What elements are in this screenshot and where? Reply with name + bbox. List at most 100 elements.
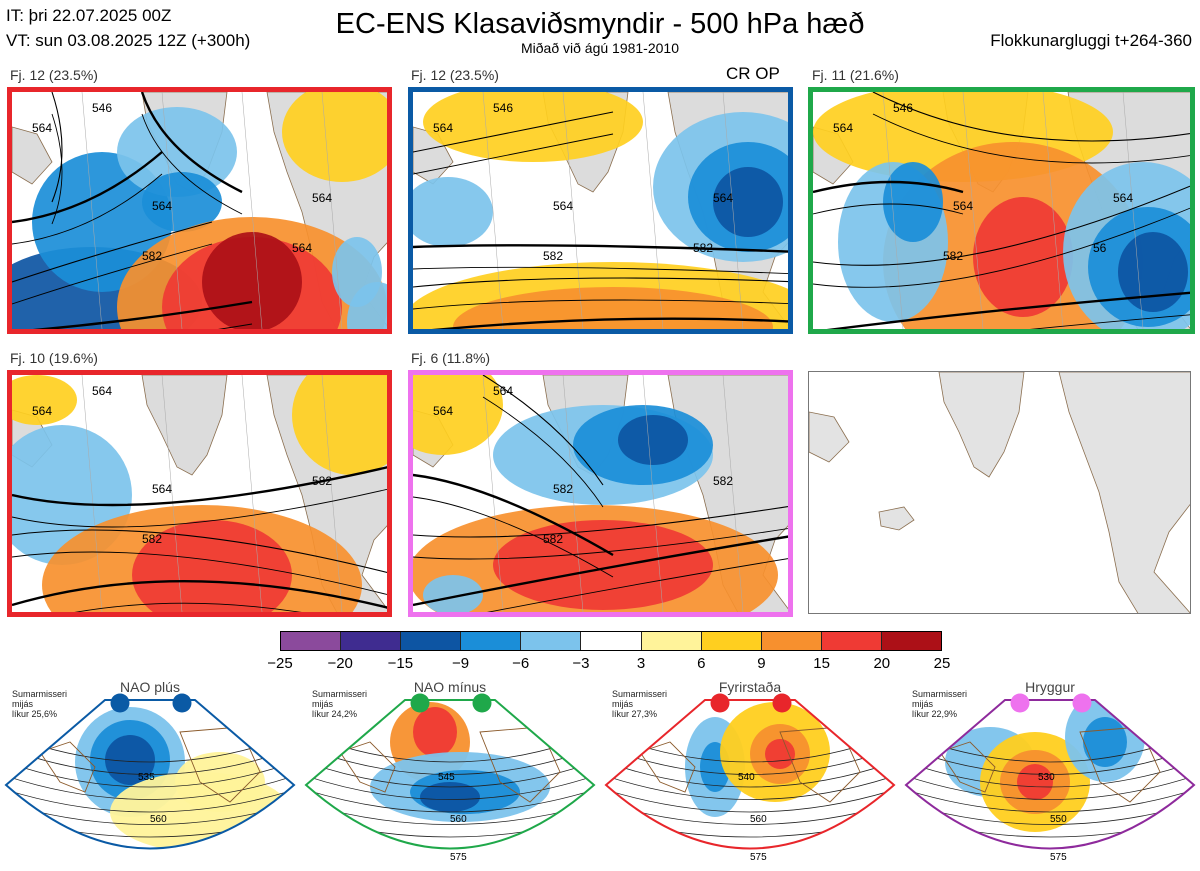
regime-title: Fyrirstaða: [718, 679, 782, 695]
contour-label: 582: [543, 249, 563, 263]
colorbar-tick-label: −25: [267, 655, 293, 672]
anomaly-blob: [423, 92, 643, 162]
graticule-line: [722, 375, 744, 612]
height-contour: [218, 323, 253, 329]
colorbar-tick-label: −20: [327, 655, 353, 672]
colorbar-tick-label: −9: [451, 655, 470, 672]
height-contour: [413, 505, 788, 538]
graticule-line: [241, 92, 263, 329]
cluster-map-panel[interactable]: 564 564 582 582 582: [408, 370, 793, 617]
regime-contour-label: 540: [738, 772, 755, 783]
contour-label: 582: [713, 474, 733, 488]
regime-note: Sumarmisseri mijás líkur 25,6%: [12, 689, 68, 719]
regime-blocking: 540 560 575 Fyrirstaða Sumarmisseri mijás lí…: [600, 672, 900, 871]
graticule-line: [161, 375, 183, 612]
regime-contour: [906, 787, 1194, 813]
anomaly-blob: [202, 232, 302, 329]
height-contour: [872, 113, 1190, 164]
regime-contour: [906, 759, 1194, 788]
contour-label: 582: [543, 532, 563, 546]
anomaly-blob: [332, 237, 382, 307]
anomaly-blob: [493, 520, 713, 610]
land-mass: [141, 375, 228, 476]
contour-label: 546: [493, 101, 513, 115]
height-contour: [12, 551, 387, 595]
height-contour: [413, 528, 788, 560]
regime-note: Sumarmisseri mijás líkur 24,2%: [312, 689, 368, 719]
height-contour: [826, 291, 1190, 329]
cluster-map-panel[interactable]: 564 546 564 564 582 56: [808, 87, 1195, 334]
regime-anomaly: [1083, 717, 1127, 767]
colorbar-swatch: [281, 632, 342, 650]
contour-label: 564: [92, 384, 112, 398]
colorbar-tick-label: −6: [512, 655, 530, 672]
contour-label: 564: [152, 482, 172, 496]
regime-contour: [306, 759, 594, 788]
regime-fan-map: 540 560 575: [604, 693, 896, 863]
valid-time: VT: sun 03.08.2025 12Z (+300h): [6, 31, 251, 50]
regime-fan-map: 530 550 575: [904, 693, 1196, 863]
regime-contour-label: 545: [438, 772, 455, 783]
regime-marker-dot: [1010, 693, 1030, 713]
height-contour: [413, 266, 788, 275]
regime-marker-dot: [472, 693, 492, 713]
regime-contour: [606, 787, 894, 813]
panel-4-label: Fj. 10 (19.6%): [10, 350, 98, 366]
cluster-map-panel[interactable]: 564 546 564 564 582 582: [408, 87, 793, 334]
regime-frame: [4, 699, 296, 850]
height-contour: [482, 375, 604, 486]
regime-contour-label: 560: [450, 814, 467, 825]
cluster-map-panel[interactable]: 564 546 564 564 582 564: [7, 87, 392, 334]
contour-label: 564: [713, 191, 733, 205]
regime-marker-dot: [172, 693, 192, 713]
contour-label: 582: [553, 482, 573, 496]
empty-map-land: [809, 372, 1190, 613]
colorbar-swatch: [341, 632, 402, 650]
colorbar-swatch: [701, 632, 762, 650]
regime-contour-label: 550: [1050, 814, 1067, 825]
regime-title: NAO mínus: [413, 679, 487, 695]
panel-2-label: Fj. 12 (23.5%): [411, 67, 499, 83]
graticule-line: [161, 92, 183, 329]
regime-contour: [906, 773, 1194, 800]
regime-contour-label: 560: [150, 814, 167, 825]
cluster-map-panel[interactable]: 564 564 564 582 582: [7, 370, 392, 617]
regime-contour-label: 575: [1050, 852, 1067, 863]
regime-note: Sumarmisseri mijás líkur 27,3%: [612, 689, 668, 719]
regime-contour-label: 530: [1038, 772, 1055, 783]
height-contour: [813, 180, 964, 194]
height-contour: [12, 466, 387, 507]
panel-5-label: Fj. 6 (11.8%): [411, 350, 491, 366]
land-mass: [12, 126, 53, 185]
height-contour: [413, 496, 614, 578]
page-subtitle: Miðað við ágú 1981-2010: [520, 40, 679, 56]
height-contour: [413, 299, 788, 310]
height-contour: [413, 133, 614, 175]
colorbar-tick-label: 20: [873, 655, 891, 672]
anomaly-colorbar: [280, 631, 942, 651]
colorbar-tick-label: 9: [757, 655, 766, 672]
contour-label: 56: [1093, 241, 1107, 255]
regime-anomaly: [1017, 764, 1053, 800]
anomaly-blob: [282, 92, 387, 182]
graticule-line: [722, 92, 744, 329]
colorbar-swatch: [641, 632, 702, 650]
regime-frame: [304, 699, 596, 850]
graticule-line: [321, 92, 343, 329]
panel-1-label: Fj. 12 (23.5%): [10, 67, 98, 83]
regime-contour: [606, 745, 894, 775]
regime-nao-plus: 535 560 NAO plús Sumarmisseri mijás líkur 2…: [0, 672, 300, 871]
height-contour: [74, 602, 302, 612]
contour-label: 564: [292, 241, 312, 255]
colorbar-tick-label: 25: [933, 655, 951, 672]
colorbar-swatch: [761, 632, 822, 650]
contour-label: 564: [833, 121, 853, 135]
issue-time: IT: þri 22.07.2025 00Z: [6, 6, 172, 25]
height-contour: [51, 92, 63, 203]
contour-label: 564: [32, 121, 52, 135]
height-contour: [431, 317, 788, 329]
panel-3-label: Fj. 11 (21.6%): [812, 67, 899, 83]
regime-anomaly: [765, 739, 795, 769]
regime-fan-map: 545 560 575: [304, 693, 596, 863]
graticule-line: [321, 375, 343, 612]
